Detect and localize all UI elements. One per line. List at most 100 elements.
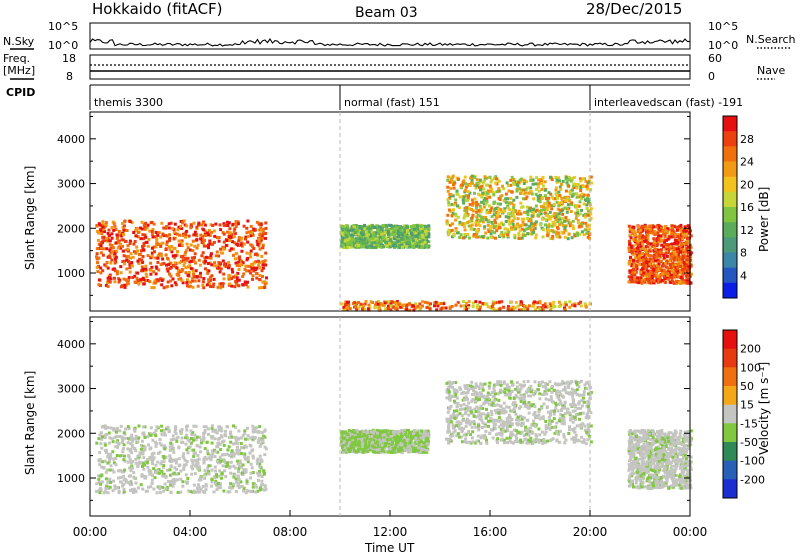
echo-cell xyxy=(670,242,674,246)
echo-cell xyxy=(127,260,130,263)
freq-label-2: [MHz] xyxy=(3,64,35,77)
echo-cell xyxy=(210,449,214,453)
echo-cell xyxy=(361,244,365,248)
echo-cell xyxy=(209,458,213,462)
echo-cell xyxy=(660,226,664,230)
echo-cell xyxy=(671,273,675,277)
echo-cell xyxy=(452,234,456,238)
echo-cell xyxy=(476,307,480,311)
echo-cell xyxy=(395,300,399,303)
echo-cell xyxy=(173,466,177,470)
echo-cell xyxy=(123,454,126,458)
echo-cell xyxy=(185,224,189,228)
echo-cell xyxy=(197,467,200,471)
echo-cell xyxy=(413,306,417,310)
echo-cell xyxy=(546,199,550,203)
echo-cell xyxy=(361,233,365,237)
echo-cell xyxy=(129,474,132,478)
echo-cell xyxy=(348,234,352,238)
echo-cell xyxy=(463,222,467,225)
echo-cell xyxy=(258,462,262,466)
echo-cell xyxy=(249,271,253,275)
echo-cell xyxy=(470,219,474,223)
echo-cell xyxy=(140,269,144,273)
echo-cell xyxy=(543,211,547,215)
echo-cell xyxy=(215,236,219,240)
echo-cell xyxy=(509,196,513,200)
echo-cell xyxy=(168,468,172,472)
echo-cell xyxy=(456,215,460,219)
echo-cell xyxy=(193,279,197,283)
echo-cell xyxy=(656,234,660,238)
echo-cell xyxy=(492,191,496,195)
echo-cell xyxy=(403,240,407,244)
echo-cell xyxy=(141,260,145,264)
echo-cell xyxy=(227,277,231,281)
echo-cell xyxy=(164,253,168,257)
echo-cell xyxy=(664,229,668,233)
echo-cell xyxy=(589,188,593,192)
echo-cell xyxy=(137,454,141,458)
echo-cell xyxy=(180,259,183,263)
echo-cell xyxy=(258,465,262,469)
echo-cell xyxy=(474,223,478,227)
echo-cell xyxy=(155,491,159,495)
echo-cell xyxy=(170,245,174,248)
echo-cell xyxy=(245,231,249,235)
echo-cell xyxy=(157,268,161,272)
echo-cell xyxy=(212,282,216,286)
echo-cell xyxy=(260,236,263,240)
echo-cell xyxy=(192,424,196,428)
echo-cell xyxy=(161,257,165,261)
echo-cell xyxy=(249,471,253,475)
echo-cell xyxy=(212,277,216,281)
echo-cell xyxy=(220,429,224,433)
echo-cell xyxy=(478,214,482,218)
echo-cell xyxy=(406,240,410,244)
echo-cell xyxy=(586,213,590,217)
echo-cell xyxy=(541,308,545,312)
echo-cell xyxy=(163,433,167,437)
echo-cell xyxy=(187,234,191,238)
echo-cell xyxy=(566,178,570,182)
echo-cell xyxy=(648,227,652,231)
echo-cell xyxy=(96,238,100,242)
echo-cell xyxy=(99,431,103,435)
echo-cell xyxy=(488,184,492,188)
echo-cell xyxy=(481,220,485,224)
echo-cell xyxy=(146,244,150,248)
echo-cell xyxy=(106,461,110,465)
echo-cell xyxy=(344,233,348,237)
echo-cell xyxy=(230,435,234,439)
echo-cell xyxy=(249,224,253,228)
echo-cell xyxy=(175,439,179,443)
echo-cell xyxy=(110,225,114,229)
echo-cell xyxy=(346,243,350,247)
echo-cell xyxy=(161,233,165,237)
echo-cell xyxy=(389,302,393,306)
echo-cell xyxy=(237,243,241,247)
echo-cell xyxy=(128,458,132,462)
echo-cell xyxy=(261,266,265,270)
echo-cell xyxy=(642,269,646,273)
echo-cell xyxy=(116,428,120,432)
echo-cell xyxy=(195,275,199,279)
echo-cell xyxy=(162,261,166,265)
echo-cell xyxy=(134,489,138,493)
echo-cell xyxy=(522,182,526,185)
echo-cell xyxy=(405,224,409,228)
echo-cell xyxy=(481,181,485,185)
echo-cell xyxy=(392,232,396,236)
echo-cell xyxy=(103,230,106,234)
echo-cell xyxy=(246,455,250,459)
echo-cell xyxy=(109,480,113,484)
echo-cell xyxy=(107,431,111,435)
echo-cell xyxy=(358,240,362,244)
echo-cell xyxy=(481,217,485,221)
echo-cell xyxy=(517,233,521,237)
echo-cell xyxy=(255,239,259,243)
echo-cell xyxy=(488,175,492,179)
echo-cell xyxy=(232,464,236,468)
echo-cell xyxy=(368,227,372,230)
echo-cell xyxy=(463,307,467,311)
